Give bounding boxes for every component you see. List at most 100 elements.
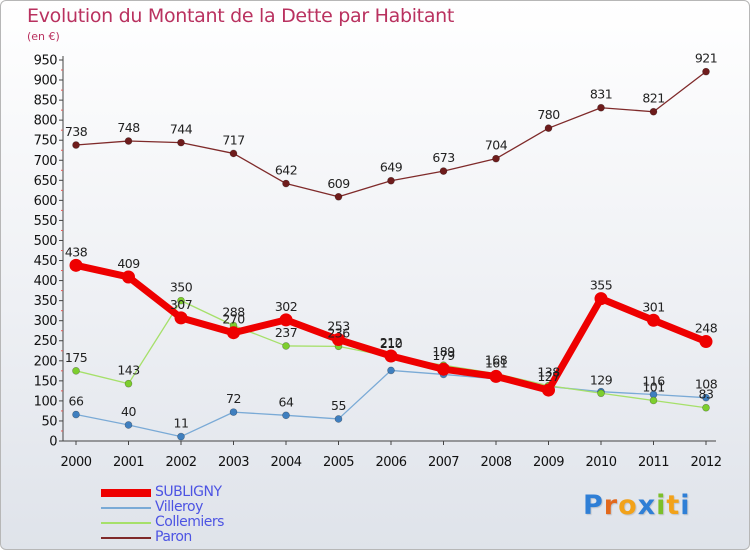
data-label-subligny: 248 [695,321,718,336]
data-label-paron: 609 [327,176,350,191]
x-tick-label: 2012 [690,455,721,470]
data-point-villeroy [334,415,343,423]
logo-letter: i [656,490,667,521]
data-point-subligny [332,333,345,347]
data-label-paron: 744 [170,122,193,137]
data-label-collemiers: 210 [380,336,403,351]
data-label-subligny: 212 [380,335,402,350]
data-point-collemiers [72,367,80,375]
x-tick-label: 2007 [428,455,459,470]
data-label-collemiers: 101 [642,379,664,394]
data-label-subligny: 301 [642,299,664,314]
data-point-collemiers [649,396,658,405]
x-tick-label: 2002 [165,455,196,470]
data-point-paron [597,103,605,112]
data-label-collemiers: 189 [432,344,455,359]
data-point-paron [334,192,343,201]
data-label-subligny: 127 [537,369,559,384]
data-point-subligny [122,270,135,284]
y-tick-label: 700 [34,154,58,169]
data-label-subligny: 253 [327,319,349,334]
y-tick-label: 450 [34,254,58,269]
logo-letter: r [603,490,619,521]
x-tick-label: 2000 [60,455,91,470]
y-tick-label: 350 [34,294,58,309]
data-point-subligny [69,258,83,272]
y-tick-label: 200 [34,354,58,369]
data-label-paron: 738 [65,124,88,139]
data-label-collemiers: 83 [699,387,714,402]
x-tick-label: 2006 [375,455,406,470]
data-label-subligny: 409 [117,256,140,271]
data-point-villeroy [387,366,395,375]
data-label-subligny: 270 [222,312,245,327]
data-point-villeroy [177,432,185,441]
y-tick-label: 150 [34,374,58,389]
x-tick-label: 2001 [113,455,144,470]
data-point-villeroy [702,393,710,402]
data-label-villeroy: 40 [121,404,136,419]
legend-label: Villeroy [155,499,203,515]
data-label-villeroy: 72 [226,391,241,406]
legend-swatch [101,489,151,497]
data-label-paron: 748 [117,120,140,135]
legend-swatch [101,507,151,509]
y-tick-label: 600 [34,194,58,209]
y-tick-label: 0 [49,435,57,450]
chart-title: Evolution du Montant de la Dette par Hab… [27,5,455,27]
data-point-subligny [699,335,713,349]
data-point-subligny [437,362,450,376]
data-label-collemiers: 236 [327,325,350,340]
data-label-paron: 704 [485,138,508,153]
data-label-paron: 780 [537,107,560,122]
data-point-paron [229,149,238,158]
x-tick-label: 2005 [323,455,354,470]
chart-unit: (en €) [27,30,60,43]
data-point-subligny [174,311,188,325]
data-point-subligny [594,292,608,306]
data-label-collemiers: 168 [485,353,508,368]
data-point-subligny [542,383,555,397]
data-label-villeroy: 11 [174,416,189,431]
data-label-villeroy: 55 [331,398,346,413]
data-point-paron [649,107,658,116]
data-point-paron [439,167,448,175]
data-point-paron [492,154,500,163]
x-tick-label: 2004 [270,455,301,470]
legend-swatch [101,522,151,524]
y-tick-label: 500 [34,234,58,249]
legend-swatch [101,537,151,539]
data-point-paron [282,179,290,188]
data-label-villeroy: 66 [69,394,84,409]
data-point-paron [124,137,133,145]
y-tick-label: 950 [34,54,58,69]
data-point-paron [702,67,710,76]
data-label-collemiers: 288 [222,304,245,319]
data-label-collemiers: 175 [65,350,87,365]
data-label-subligny: 355 [590,278,612,293]
data-point-collemiers [597,389,605,398]
data-point-villeroy [282,411,290,420]
data-point-subligny [279,313,293,327]
data-point-paron [72,141,80,149]
data-label-subligny: 161 [485,355,507,370]
data-label-paron: 821 [642,91,664,106]
data-label-paron: 673 [432,150,454,165]
y-tick-label: 50 [41,414,57,429]
x-tick-label: 2010 [585,455,616,470]
logo-letter: t [666,490,681,521]
legend-label: Collemiers [155,514,224,530]
data-point-paron [177,138,185,147]
data-point-collemiers [177,296,185,305]
data-point-paron [544,124,553,132]
data-point-collemiers [124,379,133,388]
y-tick-label: 900 [34,74,58,89]
data-label-villeroy: 108 [695,377,718,392]
data-label-villeroy: 64 [279,394,294,409]
logo-letter: P [583,490,604,521]
y-tick-label: 650 [34,174,58,189]
data-label-paron: 642 [275,163,297,178]
data-label-villeroy: 116 [642,373,665,388]
data-label-paron: 717 [222,132,244,147]
